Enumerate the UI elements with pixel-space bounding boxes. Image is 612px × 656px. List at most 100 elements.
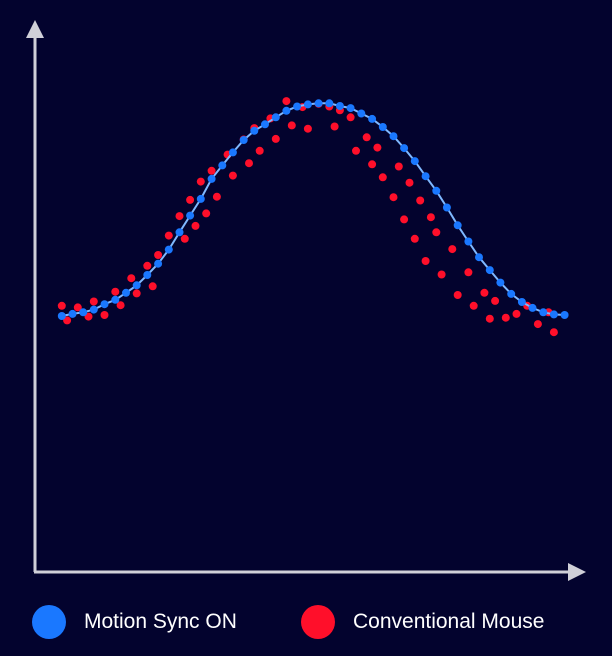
- point-conventional-mouse-6: [111, 287, 120, 296]
- point-motion-sync-on-7: [132, 281, 141, 290]
- point-motion-sync-on-40: [485, 266, 494, 275]
- point-conventional-mouse-0: [57, 301, 66, 310]
- point-motion-sync-on-4: [100, 300, 109, 309]
- point-motion-sync-on-18: [250, 126, 259, 135]
- point-motion-sync-on-19: [261, 120, 269, 129]
- point-motion-sync-on-20: [271, 113, 280, 122]
- x-axis-arrow: [568, 563, 586, 581]
- point-motion-sync-on-8: [143, 271, 152, 279]
- point-motion-sync-on-45: [539, 308, 548, 317]
- point-conventional-mouse-53: [437, 270, 446, 279]
- point-conventional-mouse-14: [175, 212, 184, 221]
- point-motion-sync-on-16: [228, 148, 237, 157]
- point-motion-sync-on-0: [57, 312, 66, 320]
- point-motion-sync-on-21: [282, 106, 291, 115]
- point-conventional-mouse-52: [432, 228, 441, 237]
- point-conventional-mouse-62: [512, 309, 521, 318]
- point-conventional-mouse-55: [453, 291, 462, 299]
- point-conventional-mouse-59: [485, 314, 494, 323]
- point-conventional-mouse-58: [480, 288, 489, 297]
- point-conventional-mouse-2: [73, 303, 82, 312]
- point-motion-sync-on-33: [410, 157, 419, 166]
- point-motion-sync-on-3: [89, 305, 98, 314]
- point-motion-sync-on-39: [475, 253, 483, 262]
- point-motion-sync-on-17: [239, 136, 248, 144]
- point-conventional-mouse-49: [416, 196, 425, 205]
- point-conventional-mouse-40: [362, 133, 371, 142]
- point-conventional-mouse-41: [368, 160, 377, 169]
- point-conventional-mouse-23: [228, 171, 237, 180]
- point-motion-sync-on-22: [293, 102, 302, 111]
- point-motion-sync-on-46: [549, 310, 558, 319]
- point-conventional-mouse-44: [389, 193, 398, 202]
- point-conventional-mouse-48: [410, 234, 419, 243]
- y-axis-arrow: [26, 20, 44, 38]
- point-motion-sync-on-34: [421, 172, 430, 181]
- point-conventional-mouse-38: [346, 113, 355, 122]
- point-motion-sync-on-29: [368, 114, 377, 123]
- point-motion-sync-on-9: [154, 259, 163, 268]
- point-conventional-mouse-11: [148, 282, 157, 291]
- point-conventional-mouse-66: [549, 328, 558, 337]
- axes: [26, 20, 586, 581]
- point-motion-sync-on-28: [357, 109, 366, 118]
- data-points: [57, 97, 569, 337]
- point-motion-sync-on-14: [207, 174, 216, 183]
- point-motion-sync-on-5: [111, 295, 120, 304]
- point-conventional-mouse-43: [378, 173, 387, 182]
- point-conventional-mouse-50: [421, 257, 430, 265]
- legend-swatch-conventional-mouse: [301, 605, 335, 639]
- point-conventional-mouse-56: [464, 268, 473, 277]
- point-motion-sync-on-11: [175, 228, 184, 237]
- point-motion-sync-on-10: [164, 245, 173, 254]
- point-motion-sync-on-25: [325, 99, 334, 108]
- point-conventional-mouse-12: [154, 251, 163, 259]
- point-conventional-mouse-61: [501, 313, 510, 322]
- point-conventional-mouse-31: [287, 121, 296, 130]
- point-conventional-mouse-30: [282, 97, 291, 106]
- scatter-chart: [26, 20, 586, 581]
- point-conventional-mouse-19: [202, 209, 211, 218]
- legend-swatch-motion-sync: [32, 605, 66, 639]
- point-conventional-mouse-57: [469, 301, 478, 310]
- point-motion-sync-on-44: [528, 303, 537, 312]
- point-motion-sync-on-38: [464, 237, 473, 246]
- point-conventional-mouse-60: [491, 296, 500, 305]
- point-conventional-mouse-7: [116, 301, 125, 310]
- point-motion-sync-on-15: [218, 161, 227, 170]
- point-conventional-mouse-21: [212, 192, 221, 201]
- point-conventional-mouse-15: [180, 234, 189, 243]
- point-conventional-mouse-39: [352, 146, 360, 155]
- point-conventional-mouse-20: [207, 166, 216, 175]
- point-motion-sync-on-24: [314, 99, 323, 108]
- point-conventional-mouse-9: [132, 289, 141, 298]
- point-motion-sync-on-47: [560, 311, 569, 319]
- point-motion-sync-on-37: [453, 221, 462, 230]
- point-conventional-mouse-13: [164, 231, 173, 240]
- point-motion-sync-on-43: [517, 298, 526, 306]
- point-motion-sync-on-1: [68, 309, 77, 318]
- point-conventional-mouse-8: [127, 274, 136, 283]
- point-motion-sync-on-23: [303, 100, 312, 109]
- point-conventional-mouse-27: [255, 146, 264, 155]
- point-motion-sync-on-32: [400, 144, 409, 153]
- point-conventional-mouse-25: [245, 159, 253, 168]
- point-conventional-mouse-16: [186, 195, 195, 204]
- point-motion-sync-on-42: [507, 289, 516, 298]
- point-motion-sync-on-27: [346, 104, 355, 113]
- point-conventional-mouse-47: [405, 178, 414, 187]
- legend-label-conventional-mouse: Conventional Mouse: [353, 610, 545, 633]
- point-motion-sync-on-13: [196, 194, 205, 203]
- point-conventional-mouse-29: [271, 134, 280, 143]
- point-conventional-mouse-3: [84, 312, 93, 321]
- point-motion-sync-on-12: [186, 211, 195, 220]
- point-motion-sync-on-41: [496, 278, 505, 287]
- point-conventional-mouse-54: [448, 245, 457, 254]
- point-conventional-mouse-4: [89, 297, 98, 306]
- point-conventional-mouse-5: [100, 311, 109, 319]
- legend-label-motion-sync: Motion Sync ON: [84, 610, 237, 633]
- point-conventional-mouse-64: [533, 320, 542, 329]
- point-motion-sync-on-30: [378, 123, 387, 131]
- legend-item-motion-sync: Motion Sync ON: [32, 604, 237, 640]
- point-motion-sync-on-36: [442, 203, 451, 212]
